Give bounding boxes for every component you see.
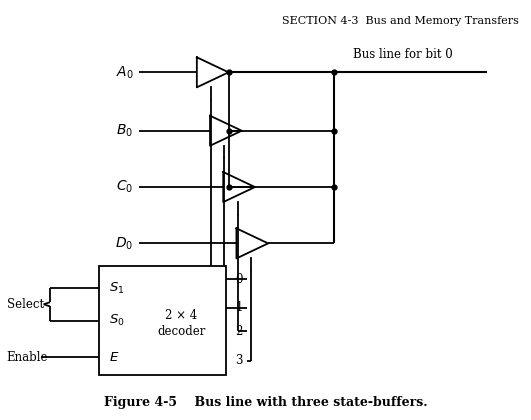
Text: 2 × 4: 2 × 4 [165,309,198,322]
Text: $D_0$: $D_0$ [115,235,133,252]
Text: 1: 1 [235,301,243,314]
Text: $A_0$: $A_0$ [116,64,133,81]
Text: Figure 4-5    Bus line with three state-buffers.: Figure 4-5 Bus line with three state-buf… [104,396,427,410]
Text: 2: 2 [235,325,243,338]
Text: 0: 0 [235,273,243,286]
Text: Enable: Enable [7,351,48,364]
Text: $S_1$: $S_1$ [109,281,124,296]
Bar [99,266,226,375]
Text: Bus line for bit 0: Bus line for bit 0 [353,47,453,60]
Text: Select: Select [7,298,44,311]
Text: decoder: decoder [157,325,205,338]
Text: 3: 3 [235,354,243,367]
Text: $C_0$: $C_0$ [116,179,133,195]
Text: $S_0$: $S_0$ [109,313,124,328]
Text: $E$: $E$ [109,351,119,364]
Text: SECTION 4-3  Bus and Memory Transfers: SECTION 4-3 Bus and Memory Transfers [282,16,519,26]
Text: $B_0$: $B_0$ [116,123,133,139]
